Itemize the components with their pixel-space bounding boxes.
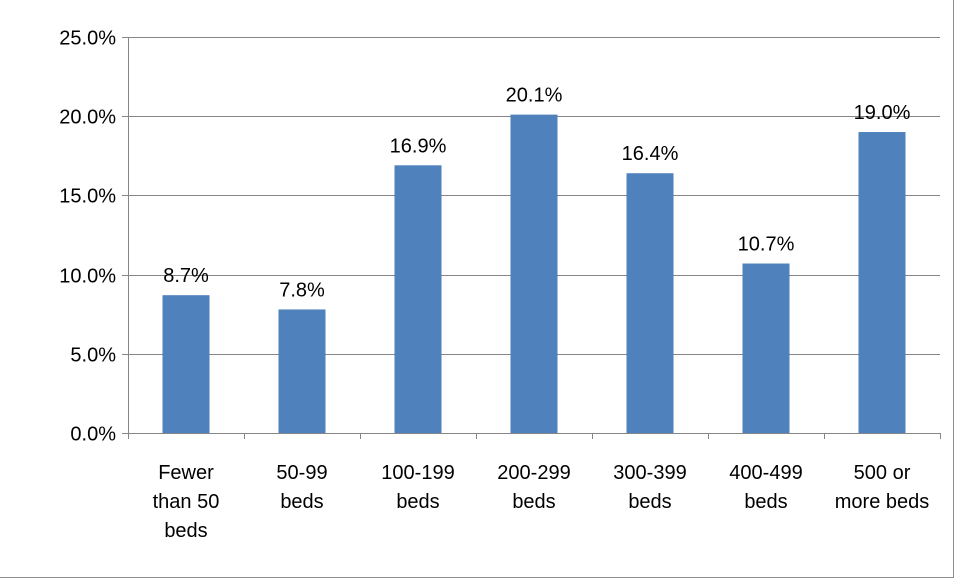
data-label: 10.7% [738,234,795,256]
data-label: 16.9% [390,135,447,157]
bar [626,173,674,433]
bar [162,295,210,433]
x-category-label-line: 100-199 [381,462,454,484]
x-category-label-line: beds [628,491,671,513]
data-label: 19.0% [854,102,911,124]
bar [858,132,906,434]
bar [278,309,326,433]
x-category-label-line: than 50 [153,491,220,513]
x-category-label-line: 300-399 [613,462,686,484]
x-category-label-line: beds [512,491,555,513]
y-axis-ticks: 0.0% 5.0% 10.0% 15.0% 20.0% 25.0% [59,28,128,446]
data-label: 8.7% [163,265,209,287]
y-tick-label: 25.0% [59,28,116,50]
y-tick-label: 10.0% [59,266,116,288]
bars [162,114,906,434]
x-category-label: 50-99 beds [276,462,327,513]
x-category-label-line: beds [164,520,207,542]
y-tick-label: 0.0% [70,424,116,446]
bar [742,263,790,433]
x-category-label: 500 or more beds [835,462,930,513]
data-label: 7.8% [279,279,325,301]
y-tick-label: 15.0% [59,186,116,208]
data-label: 16.4% [622,143,679,165]
x-category-label-line: 50-99 [276,462,327,484]
axes [128,37,941,439]
x-category-label-line: beds [396,491,439,513]
bar [510,114,558,433]
y-tick-label: 5.0% [70,345,116,367]
x-category-label-line: 400-499 [729,462,802,484]
x-category-label: 200-299 beds [497,462,570,513]
data-labels: 8.7% 7.8% 16.9% 20.1% 16.4% 10.7% 19.0% [163,85,910,302]
y-tick-label: 20.0% [59,107,116,129]
x-category-label-line: 500 or [854,462,911,484]
x-category-label: 300-399 beds [613,462,686,513]
x-category-label-line: Fewer [158,462,214,484]
x-category-label-line: beds [744,491,787,513]
x-category-label: 400-499 beds [729,462,802,513]
data-label: 20.1% [506,85,563,107]
bar [394,165,442,433]
x-category-label-line: beds [280,491,323,513]
x-category-label-line: 200-299 [497,462,570,484]
x-category-label-line: more beds [835,491,930,513]
x-category-label: Fewer than 50 beds [153,462,220,542]
x-category-label: 100-199 beds [381,462,454,513]
